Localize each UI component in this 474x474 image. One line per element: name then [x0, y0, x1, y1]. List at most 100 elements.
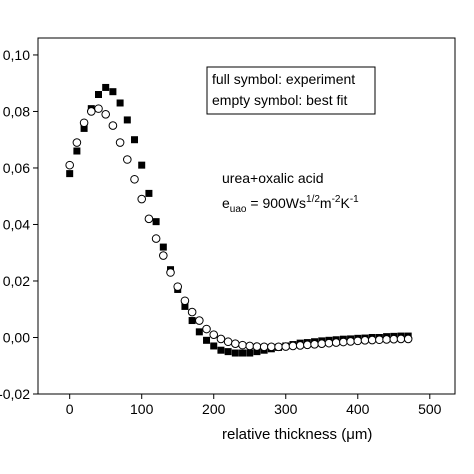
data-point: [310, 339, 319, 349]
data-point: [403, 334, 413, 344]
data-point: [246, 349, 254, 357]
data-point: [123, 116, 131, 124]
legend-label: full symbol: experiment: [212, 71, 355, 87]
data-point: [238, 340, 247, 350]
data-point: [109, 88, 117, 96]
data-point: [137, 194, 147, 204]
y-tick-label: 0,10: [3, 47, 30, 63]
data-point: [288, 341, 298, 351]
legend-box: [206, 66, 376, 115]
y-tick-label: -0,02: [0, 386, 30, 402]
data-point: [86, 107, 96, 116]
formula-part: = 900Ws: [246, 195, 306, 211]
data-point: [203, 336, 211, 344]
data-point: [324, 338, 334, 348]
data-point: [346, 337, 355, 346]
data-point: [72, 138, 82, 147]
data-point: [295, 341, 305, 350]
data-point: [187, 307, 197, 317]
data-point: [224, 348, 232, 356]
y-tick-label: 0,00: [3, 329, 30, 345]
x-axis-label: relative thickness (μm): [222, 426, 372, 443]
formula-part: K: [341, 195, 351, 211]
data-point: [166, 268, 175, 277]
data-point: [173, 282, 183, 291]
data-point: [231, 349, 239, 357]
legend-label: empty symbol: best fit: [212, 92, 347, 108]
data-point: [223, 337, 233, 347]
x-tick-label: 200: [202, 401, 226, 417]
data-point: [102, 83, 110, 91]
data-point: [274, 342, 283, 352]
data-point: [367, 335, 377, 345]
data-point: [210, 342, 218, 350]
data-point: [331, 338, 341, 347]
formula-part: 1/2: [306, 194, 320, 205]
data-point: [159, 251, 168, 260]
data-point: [101, 109, 110, 119]
data-point: [303, 340, 312, 350]
data-point: [131, 136, 139, 144]
formula-part: e: [222, 195, 230, 211]
x-tick-label: 100: [130, 401, 154, 417]
data-point: [159, 243, 167, 251]
data-point: [66, 170, 74, 178]
y-tick-label: 0,08: [3, 103, 30, 119]
plot-frame: [37, 37, 456, 395]
data-point: [152, 218, 160, 226]
data-point: [209, 330, 219, 339]
data-point: [252, 342, 262, 351]
data-point: [94, 104, 103, 113]
data-point: [353, 336, 363, 346]
data-point: [253, 348, 261, 356]
data-point: [360, 336, 370, 345]
x-tick-label: 400: [346, 401, 370, 417]
data-point: [116, 99, 124, 107]
y-tick-label: 0,04: [3, 216, 30, 232]
data-point: [375, 335, 384, 345]
formula: euao = 900Ws1/2m-2K-1: [222, 194, 359, 215]
data-point: [396, 334, 406, 344]
data-point: [267, 342, 276, 352]
data-point: [202, 324, 211, 334]
y-tick-label: 0,06: [3, 160, 30, 176]
x-tick-label: 300: [274, 401, 298, 417]
x-tick-label: 0: [66, 401, 74, 417]
formula-part: m: [320, 195, 332, 211]
data-point: [130, 174, 139, 184]
data-point: [389, 334, 399, 344]
data-point: [73, 147, 81, 155]
data-point: [94, 91, 102, 99]
data-point: [239, 349, 247, 357]
data-point: [79, 118, 89, 128]
data-point: [108, 121, 118, 130]
annotation: urea+oxalic acid: [222, 170, 324, 186]
data-point: [115, 138, 125, 147]
data-point: [181, 302, 189, 310]
data-point: [245, 341, 255, 351]
data-point: [144, 214, 154, 224]
data-point: [65, 160, 74, 170]
data-point: [317, 339, 327, 349]
data-point: [217, 346, 225, 354]
data-point: [195, 316, 204, 325]
data-point: [382, 335, 391, 344]
data-point: [123, 155, 132, 164]
data-point: [80, 124, 88, 132]
y-tick-label: 0,02: [3, 273, 30, 289]
data-point: [188, 317, 196, 325]
data-point: [231, 339, 240, 349]
formula-part: uao: [230, 204, 247, 215]
data-point: [145, 189, 153, 197]
data-point: [281, 342, 291, 351]
x-tick-label: 500: [418, 401, 442, 417]
data-point: [151, 234, 161, 243]
data-point: [339, 337, 348, 347]
formula-part: -1: [350, 194, 359, 205]
data-point: [259, 342, 269, 352]
data-point: [216, 334, 226, 344]
data-point: [180, 296, 190, 306]
formula-part: -2: [332, 194, 341, 205]
data-point: [195, 328, 203, 336]
